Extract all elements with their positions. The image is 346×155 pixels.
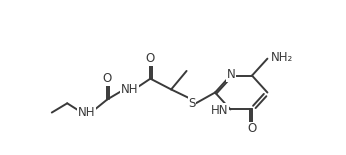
Text: O: O bbox=[103, 72, 112, 85]
Text: NH: NH bbox=[78, 106, 95, 119]
Text: HN: HN bbox=[211, 104, 228, 117]
Text: NH₂: NH₂ bbox=[271, 51, 293, 64]
Text: NH: NH bbox=[121, 83, 138, 96]
Text: N: N bbox=[227, 68, 236, 81]
Text: O: O bbox=[247, 122, 257, 135]
Text: O: O bbox=[146, 52, 155, 65]
Text: S: S bbox=[188, 97, 195, 110]
